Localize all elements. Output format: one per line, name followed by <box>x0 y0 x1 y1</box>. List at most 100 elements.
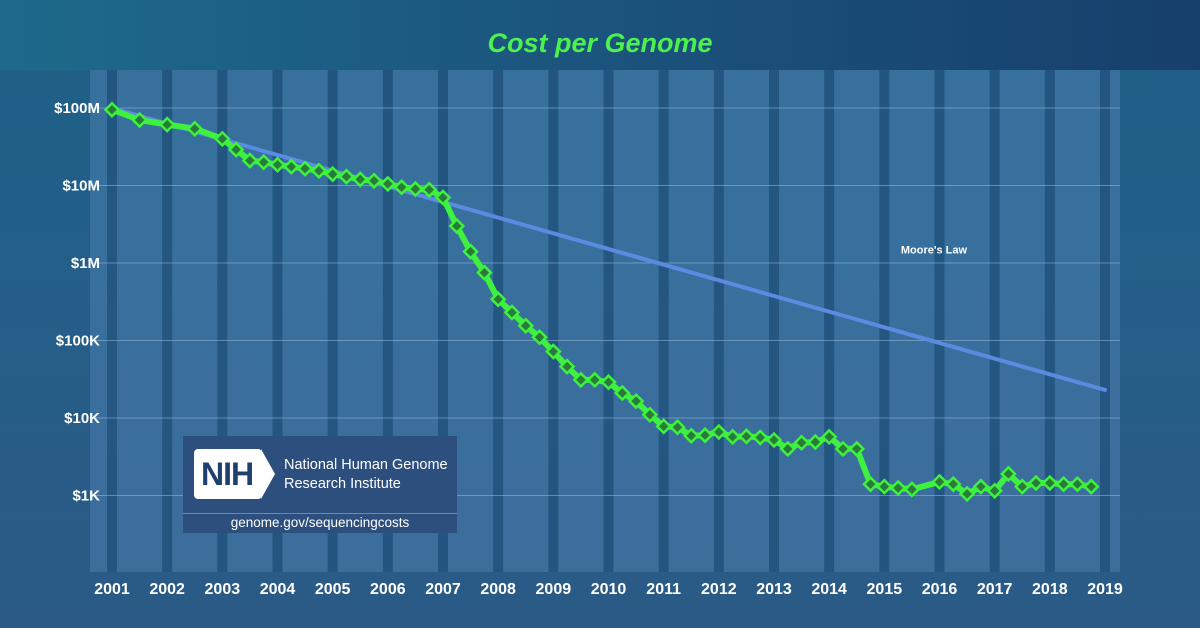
data-point-marker <box>379 175 397 193</box>
data-point-marker <box>738 428 755 445</box>
x-tick-label: 2017 <box>977 581 1013 598</box>
data-point-marker <box>1000 465 1017 483</box>
x-tick-label: 2008 <box>480 581 516 598</box>
data-point-marker <box>186 120 204 138</box>
data-point-marker <box>848 440 866 458</box>
x-tick-label: 2007 <box>425 581 461 598</box>
x-tick-label: 2011 <box>646 581 681 598</box>
data-point-marker <box>517 317 535 335</box>
data-point-marker <box>793 434 810 451</box>
year-separator <box>658 70 669 572</box>
year-separator <box>1100 70 1110 572</box>
data-point-marker <box>614 384 631 402</box>
x-tick-label: 2018 <box>1032 581 1068 598</box>
data-point-marker <box>365 172 383 190</box>
y-tick-label: $1M <box>71 255 100 272</box>
series-markers <box>103 101 1100 503</box>
data-point-marker <box>696 426 714 444</box>
x-axis-labels: 2001 2002 2003 2004 2005 2006 2007 2008 2009 2010… <box>94 581 1123 598</box>
year-stripes <box>90 70 1120 572</box>
data-point-marker <box>476 264 493 281</box>
institute-name-line1: National Human Genome <box>284 457 448 473</box>
x-tick-label: 2014 <box>811 581 847 598</box>
data-point-marker <box>283 158 300 175</box>
x-tick-label: 2016 <box>922 581 958 598</box>
x-tick-label: 2003 <box>205 581 241 598</box>
data-point-marker <box>682 427 700 445</box>
year-separator <box>217 70 228 572</box>
data-point-marker <box>627 392 645 410</box>
x-tick-label: 2010 <box>591 581 627 598</box>
x-tick-label: 2004 <box>260 581 296 598</box>
data-point-marker <box>255 153 272 171</box>
moores-law-line <box>110 106 1107 392</box>
title-band <box>0 0 1200 70</box>
x-tick-label: 2001 <box>94 581 130 598</box>
x-tick-label: 2002 <box>149 581 185 598</box>
y-tick-label: $10M <box>62 178 100 195</box>
data-point-marker <box>531 329 548 346</box>
data-point-marker <box>131 111 148 129</box>
year-separator <box>548 70 559 572</box>
moores-law-label: Moore's Law <box>901 244 968 256</box>
data-point-marker <box>545 343 562 360</box>
x-tick-label: 2015 <box>867 581 903 598</box>
institute-name-line2: Research Institute <box>284 476 401 492</box>
data-point-marker <box>489 291 507 308</box>
data-point-marker <box>889 479 907 497</box>
data-point-marker <box>600 373 617 391</box>
data-point-marker <box>586 371 603 389</box>
annotations: Moore's Law <box>901 244 968 256</box>
data-point-marker <box>1041 474 1059 492</box>
data-point-marker <box>945 475 962 493</box>
year-separator <box>934 70 945 572</box>
y-axis-labels: $100M $10M $1M $100K $10K $1K <box>54 100 100 505</box>
data-point-marker <box>434 189 452 206</box>
data-point-marker <box>324 165 341 183</box>
year-separator <box>272 70 283 572</box>
year-separator <box>162 70 173 572</box>
data-point-marker <box>820 428 838 446</box>
data-point-marker <box>503 304 521 321</box>
x-tick-label: 2009 <box>536 581 572 598</box>
year-separator <box>879 70 890 572</box>
data-point-marker <box>572 371 590 389</box>
x-tick-label: 2019 <box>1087 581 1123 598</box>
data-point-marker <box>751 429 769 446</box>
data-point-marker <box>724 428 741 446</box>
data-point-marker <box>834 440 852 458</box>
data-point-marker <box>241 152 259 169</box>
data-point-marker <box>862 475 879 493</box>
year-separator <box>989 70 1000 572</box>
x-tick-label: 2012 <box>701 581 737 598</box>
data-point-marker <box>641 406 659 424</box>
data-point-marker <box>1055 475 1072 493</box>
x-tick-label: 2005 <box>315 581 351 598</box>
data-point-marker <box>1027 474 1045 492</box>
year-separator <box>713 70 724 572</box>
year-separator <box>327 70 338 572</box>
data-point-marker <box>296 160 314 177</box>
year-separator <box>769 70 779 572</box>
data-point-marker <box>1069 475 1086 493</box>
data-point-marker <box>807 433 824 451</box>
y-tick-label: $100M <box>54 100 100 117</box>
data-point-marker <box>1082 478 1100 495</box>
data-point-marker <box>931 473 948 491</box>
data-point-marker <box>214 130 231 148</box>
y-tick-label: $10K <box>64 410 100 427</box>
data-point-marker <box>986 482 1003 500</box>
data-point-marker <box>876 478 893 495</box>
data-point-marker <box>958 485 976 503</box>
data-point-marker <box>103 101 121 118</box>
data-point-marker <box>393 178 410 196</box>
logo-divider <box>183 513 457 514</box>
data-point-marker <box>462 243 479 260</box>
data-point-marker <box>710 423 728 441</box>
data-point-marker <box>765 431 783 449</box>
data-point-marker <box>448 217 466 235</box>
x-tick-label: 2013 <box>756 581 792 598</box>
data-point-marker <box>669 418 686 436</box>
data-point-marker <box>655 418 672 435</box>
